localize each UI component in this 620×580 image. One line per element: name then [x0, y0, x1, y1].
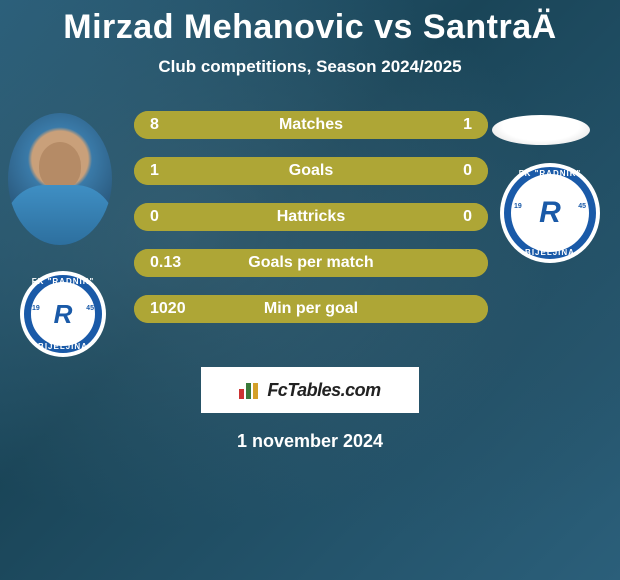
stat-value-right: 1: [382, 116, 488, 134]
stat-value-left: 1020: [134, 300, 240, 318]
stat-value-left: 8: [134, 116, 240, 134]
stat-label: Goals per match: [240, 254, 382, 272]
badge-year-left: 19: [514, 203, 522, 210]
player-photo-left: [8, 113, 112, 245]
stat-value-right: 0: [382, 208, 488, 226]
stat-label: Goals: [240, 162, 382, 180]
stat-row: 1020Min per goal: [134, 295, 488, 323]
club-badge-right: FK "RADNIK" BIJELJINA 19 45 R: [500, 163, 600, 263]
stat-value-left: 1: [134, 162, 240, 180]
badge-text-bottom: BIJELJINA: [20, 342, 106, 351]
stat-value-left: 0: [134, 208, 240, 226]
player-placeholder-right: [492, 115, 590, 145]
stat-row: 0Hattricks0: [134, 203, 488, 231]
stat-label: Hattricks: [240, 208, 382, 226]
badge-text-top: FK "RADNIK": [500, 169, 600, 178]
stat-row: 1Goals0: [134, 157, 488, 185]
club-badge-left: FK "RADNIK" BIJELJINA 19 45 R: [20, 271, 106, 357]
fctables-label: FcTables.com: [267, 380, 380, 401]
stat-label: Min per goal: [240, 300, 382, 318]
badge-year-right: 45: [86, 305, 94, 312]
stat-row: 8Matches1: [134, 111, 488, 139]
badge-text-top: FK "RADNIK": [20, 277, 106, 286]
stat-label: Matches: [240, 116, 382, 134]
date-label: 1 november 2024: [0, 431, 620, 452]
badge-text-bottom: BIJELJINA: [500, 248, 600, 257]
badge-year-right: 45: [578, 203, 586, 210]
stat-value-left: 0.13: [134, 254, 240, 272]
page-title: Mirzad Mehanovic vs SantraÄ: [0, 8, 620, 47]
stat-row: 0.13Goals per match: [134, 249, 488, 277]
stat-value-right: 0: [382, 162, 488, 180]
fctables-watermark: FcTables.com: [201, 367, 419, 413]
subtitle: Club competitions, Season 2024/2025: [0, 57, 620, 77]
badge-letter: R: [539, 196, 561, 230]
fctables-logo-icon: [239, 381, 261, 399]
stats-list: 8Matches11Goals00Hattricks00.13Goals per…: [134, 111, 488, 341]
badge-letter: R: [54, 299, 73, 330]
comparison-panel: FK "RADNIK" BIJELJINA 19 45 R FK "RADNIK…: [0, 107, 620, 367]
